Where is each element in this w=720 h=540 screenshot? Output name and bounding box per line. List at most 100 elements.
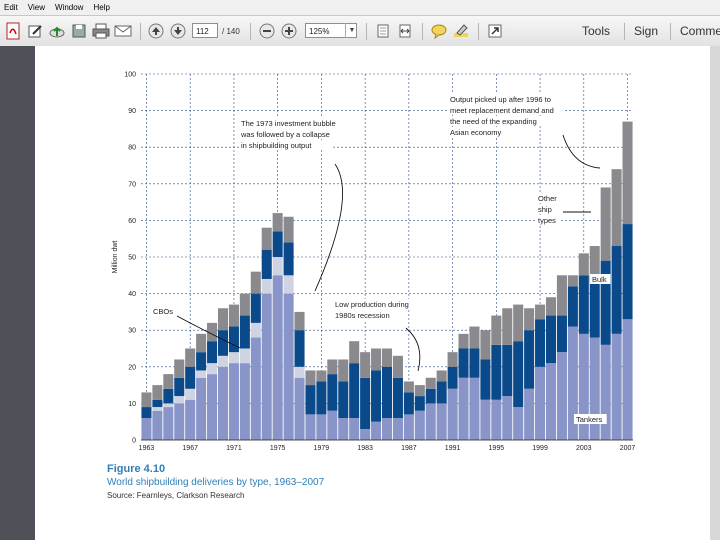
bar-segment <box>228 352 239 364</box>
annotation-bg <box>536 204 557 214</box>
annotation-bulk: Bulk <box>592 275 607 284</box>
navigation-pane <box>0 46 35 540</box>
annotation-1996-pickup: Output picked up after 1996 to <box>450 95 551 104</box>
toolbar-separator <box>250 23 251 40</box>
figure-title: Figure 4.10 <box>107 463 166 475</box>
tools-button[interactable]: Tools <box>582 24 611 38</box>
annotation-bg <box>590 274 611 284</box>
y-tick-label: 100 <box>124 72 136 79</box>
figure-subtitle: World shipbuilding deliveries by type, 1… <box>107 477 325 488</box>
bar-segment <box>578 333 589 440</box>
page-number-input[interactable]: 112 <box>192 23 218 38</box>
bar-segment <box>152 410 163 440</box>
annotation-other-types: Other <box>538 194 557 203</box>
bar-segment <box>294 330 305 367</box>
bar-segment <box>567 326 578 440</box>
bar-segment <box>535 304 546 320</box>
bar-segment <box>185 366 196 389</box>
x-tick-label: 1999 <box>532 445 548 452</box>
comment-button[interactable]: Comme <box>680 24 720 38</box>
bar-segment <box>294 377 305 440</box>
bar-segment <box>392 355 403 378</box>
bar-segment <box>403 414 414 440</box>
fit-page-icon[interactable] <box>374 22 392 40</box>
highlight-icon[interactable] <box>452 22 470 40</box>
expand-icon[interactable] <box>486 22 504 40</box>
x-tick-label: 1963 <box>139 445 155 452</box>
zoom-select[interactable]: 125% <box>305 23 357 38</box>
y-tick-label: 10 <box>128 401 136 408</box>
sign-button[interactable]: Sign <box>634 24 659 38</box>
menu-view[interactable]: View <box>27 3 45 12</box>
bar-segment <box>196 333 207 353</box>
annotation-bg <box>448 116 555 126</box>
edit-icon[interactable] <box>26 22 44 40</box>
bar-segment <box>174 359 185 378</box>
next-page-icon[interactable] <box>169 22 187 40</box>
bar-segment <box>272 231 283 257</box>
bar-segment <box>305 370 316 386</box>
bar-segment <box>414 396 425 411</box>
toolbar-separator <box>624 23 625 40</box>
bar-segment <box>381 348 393 367</box>
bar-segment <box>403 392 414 415</box>
email-icon[interactable] <box>114 22 132 40</box>
cloud-upload-icon[interactable] <box>48 22 66 40</box>
bar-segment <box>283 216 294 243</box>
annotation-bg <box>448 94 575 104</box>
bar-segment <box>535 366 546 440</box>
bar-segment <box>480 359 491 400</box>
print-icon[interactable] <box>92 22 110 40</box>
bar-segment <box>196 370 207 378</box>
bar-segment <box>163 407 174 440</box>
menu-help[interactable]: Help <box>93 3 110 12</box>
menu-window[interactable]: Window <box>55 3 84 12</box>
bar-segment <box>589 337 600 440</box>
zoom-in-icon[interactable] <box>280 22 298 40</box>
bar-segment <box>535 319 546 367</box>
bar-segment <box>513 407 524 440</box>
bar-segment <box>425 403 436 440</box>
bar-segment <box>469 377 480 440</box>
bar-segment <box>250 322 261 338</box>
bar-segment <box>458 348 469 378</box>
bar-segment <box>174 396 185 404</box>
bar-segment <box>217 366 229 440</box>
bar-segment <box>316 381 327 415</box>
bar-segment <box>447 366 458 389</box>
annotation-bg <box>574 414 607 424</box>
fit-width-icon[interactable] <box>396 22 414 40</box>
annotation-bg <box>239 129 350 139</box>
x-tick-label: 1991 <box>445 445 461 452</box>
bar-segment <box>316 370 327 382</box>
y-tick-label: 40 <box>128 291 136 298</box>
x-tick-label: 1979 <box>314 445 330 452</box>
comment-icon[interactable] <box>430 22 448 40</box>
bar-segment <box>360 429 371 440</box>
bar-segment <box>305 414 316 440</box>
bar-segment <box>545 297 557 316</box>
prev-page-icon[interactable] <box>147 22 165 40</box>
bar-segment <box>185 399 196 440</box>
x-tick-label: 2007 <box>620 445 636 452</box>
bar-segment <box>196 377 207 440</box>
x-tick-label: 1987 <box>401 445 417 452</box>
vertical-scrollbar[interactable] <box>710 46 720 540</box>
save-icon[interactable] <box>70 22 88 40</box>
bar-segment <box>622 121 633 225</box>
toolbar-separator <box>422 23 423 40</box>
annotation-arrow <box>405 327 421 372</box>
bar-segment <box>316 414 327 440</box>
shipbuilding-chart: 0 10 20 30 40 50 60 70 80 90 100 1963 1967 1971 1975 19… <box>112 72 636 453</box>
chevron-down-icon[interactable]: ▼ <box>345 23 358 38</box>
bar-segment <box>425 377 436 389</box>
zoom-out-icon[interactable] <box>258 22 276 40</box>
pdf-icon[interactable] <box>4 22 22 40</box>
bar-segment <box>436 403 447 440</box>
annotation-bg <box>151 306 172 316</box>
bar-segment <box>196 352 207 371</box>
bar-segment <box>513 341 524 408</box>
bar-segment <box>436 381 447 404</box>
menu-edit[interactable]: Edit <box>4 3 18 12</box>
y-tick-label: 0 <box>132 438 136 445</box>
